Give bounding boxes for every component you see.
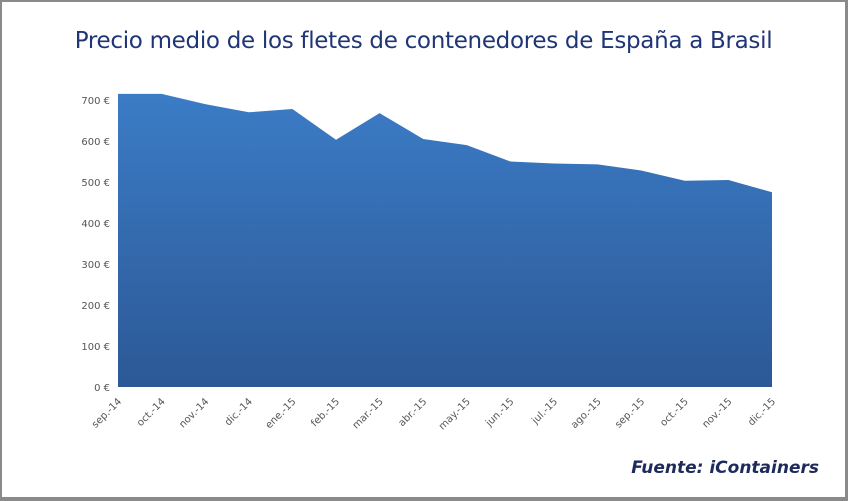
source-note: Fuente: iContainers xyxy=(631,458,819,478)
x-tick-label: may.-15 xyxy=(437,396,473,432)
x-tick-label: oct.-15 xyxy=(658,396,691,429)
y-tick-label: 600 € xyxy=(81,137,110,148)
y-tick-label: 400 € xyxy=(81,219,110,230)
x-axis: sep.-14 oct.-14 nov.-14 dic.-14 ene.-15 feb.-… xyxy=(90,396,778,432)
x-tick-label: nov.-15 xyxy=(701,396,735,430)
x-tick-label: nov.-14 xyxy=(177,396,211,430)
x-tick-label: jun.-15 xyxy=(483,396,516,429)
x-tick-label: sep.-14 xyxy=(90,396,124,430)
y-tick-label: 200 € xyxy=(81,301,110,312)
x-tick-label: ene.-15 xyxy=(264,396,299,431)
x-tick-label: feb.-15 xyxy=(309,396,342,429)
y-tick-label: 100 € xyxy=(81,342,110,353)
y-tick-label: 700 € xyxy=(81,96,110,107)
x-tick-label: dic.-15 xyxy=(746,396,778,428)
y-axis: 0 € 100 € 200 € 300 € 400 € 500 € 600 € 700 € xyxy=(81,96,110,394)
x-tick-label: mar.-15 xyxy=(351,396,386,431)
x-tick-label: jul.-15 xyxy=(529,396,560,427)
x-tick-label: abr.-15 xyxy=(397,396,430,429)
x-tick-label: ago.-15 xyxy=(569,396,604,431)
y-tick-label: 300 € xyxy=(81,260,110,271)
plot-area xyxy=(118,93,772,387)
chart-title: Precio medio de los fletes de contenedor… xyxy=(74,28,773,54)
x-tick-label: sep.-15 xyxy=(613,396,647,430)
y-tick-label: 0 € xyxy=(94,383,110,394)
area-series xyxy=(118,93,772,387)
x-tick-label: oct.-14 xyxy=(135,396,168,429)
y-tick-label: 500 € xyxy=(81,178,110,189)
x-tick-label: dic.-14 xyxy=(223,396,255,428)
